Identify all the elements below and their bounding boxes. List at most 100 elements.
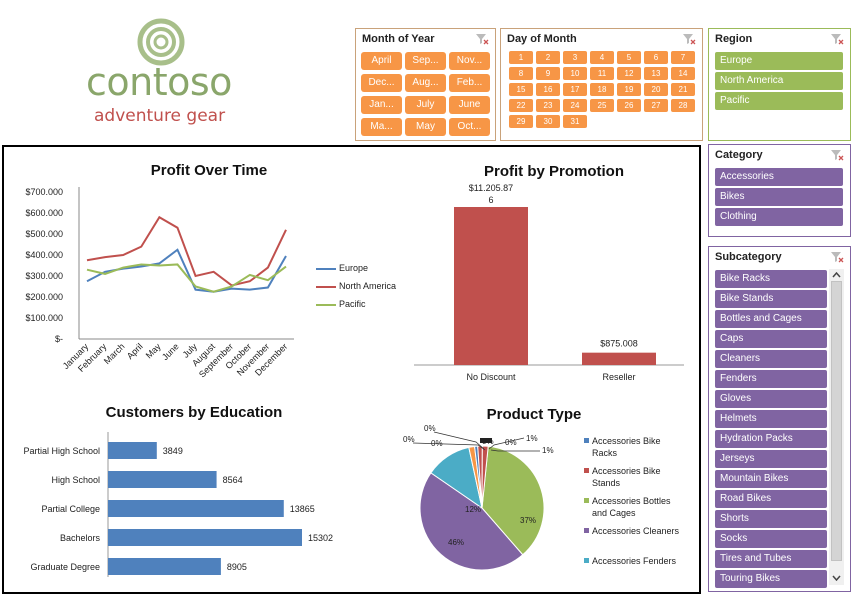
- day-button[interactable]: 3: [563, 51, 587, 64]
- day-button[interactable]: 25: [590, 99, 614, 112]
- category-slicer: Category Accessories Bikes Clothing: [708, 144, 851, 237]
- day-button[interactable]: 7: [671, 51, 695, 64]
- month-button[interactable]: Aug...: [405, 74, 446, 92]
- subcategory-button[interactable]: Road Bikes: [715, 490, 827, 508]
- category-label: Partial High School: [23, 446, 100, 456]
- day-of-month-slicer: Day of Month 1 2 3 4 5 6 7 8 9 10 11 12 13 14 15 16 17 18…: [500, 28, 703, 141]
- day-button[interactable]: 20: [644, 83, 668, 96]
- month-button[interactable]: Oct...: [449, 118, 490, 136]
- subcategory-button[interactable]: Bike Racks: [715, 270, 827, 288]
- day-button[interactable]: 18: [590, 83, 614, 96]
- pie-data-label: 46%: [448, 538, 464, 547]
- day-button[interactable]: 10: [563, 67, 587, 80]
- day-button[interactable]: 13: [644, 67, 668, 80]
- month-button[interactable]: Feb...: [449, 74, 490, 92]
- clear-filter-icon[interactable]: [830, 251, 844, 263]
- month-button[interactable]: Sep...: [405, 52, 446, 70]
- day-button[interactable]: 11: [590, 67, 614, 80]
- day-button[interactable]: 14: [671, 67, 695, 80]
- subcategory-button[interactable]: Helmets: [715, 410, 827, 428]
- subcategory-button[interactable]: Fenders: [715, 370, 827, 388]
- category-button[interactable]: Accessories: [715, 168, 843, 186]
- y-tick-label: $-: [55, 334, 63, 344]
- clear-filter-icon[interactable]: [682, 33, 696, 45]
- category-button[interactable]: Bikes: [715, 188, 843, 206]
- subcategory-button[interactable]: Touring Bikes: [715, 570, 827, 588]
- month-button[interactable]: April: [361, 52, 402, 70]
- logo-swirl-icon: [137, 18, 185, 66]
- month-button[interactable]: June: [449, 96, 490, 114]
- category-label: High School: [51, 475, 100, 485]
- legend-swatch: [584, 438, 589, 443]
- value-label: 8905: [227, 562, 247, 572]
- legend-label: Pacific: [339, 299, 366, 309]
- legend-label: Accessories Bottles and Cages: [592, 496, 671, 518]
- month-button[interactable]: Dec...: [361, 74, 402, 92]
- day-button[interactable]: 1: [509, 51, 533, 64]
- day-button[interactable]: 29: [509, 115, 533, 128]
- x-tick-label: April: [125, 341, 145, 361]
- day-button[interactable]: 6: [644, 51, 668, 64]
- education-bar: [108, 529, 302, 546]
- day-button[interactable]: 9: [536, 67, 560, 80]
- product-type-chart: 37%46%12%0%0%0%0%0%1%1%: [403, 424, 554, 571]
- subcategory-button[interactable]: Caps: [715, 330, 827, 348]
- day-button[interactable]: 23: [536, 99, 560, 112]
- day-button[interactable]: 2: [536, 51, 560, 64]
- month-button[interactable]: Nov...: [449, 52, 490, 70]
- day-button[interactable]: 21: [671, 83, 695, 96]
- month-of-year-slicer: Month of Year April Sep... Nov... Dec... Aug…: [355, 28, 496, 141]
- subcategory-button[interactable]: Tires and Tubes: [715, 550, 827, 568]
- day-button[interactable]: 15: [509, 83, 533, 96]
- day-button[interactable]: 16: [536, 83, 560, 96]
- region-button[interactable]: Pacific: [715, 92, 843, 110]
- subcategory-button[interactable]: Bottles and Cages: [715, 310, 827, 328]
- day-button[interactable]: 4: [590, 51, 614, 64]
- y-tick-label: $400.000: [25, 250, 63, 260]
- clear-filter-icon[interactable]: [830, 33, 844, 45]
- region-button[interactable]: Europe: [715, 52, 843, 70]
- slicer-title: Day of Month: [507, 33, 577, 45]
- education-bar: [108, 558, 221, 575]
- month-button[interactable]: July: [405, 96, 446, 114]
- day-button[interactable]: 5: [617, 51, 641, 64]
- day-button[interactable]: 28: [671, 99, 695, 112]
- promotion-bar: [582, 352, 656, 365]
- clear-filter-icon[interactable]: [830, 149, 844, 161]
- clear-filter-icon[interactable]: [475, 33, 489, 45]
- legend-label: Accessories Bike Stands: [592, 466, 661, 488]
- day-button[interactable]: 8: [509, 67, 533, 80]
- subcategory-scrollbar[interactable]: [829, 269, 844, 585]
- day-button[interactable]: 24: [563, 99, 587, 112]
- day-button[interactable]: 12: [617, 67, 641, 80]
- month-button[interactable]: Ma...: [361, 118, 402, 136]
- category-button[interactable]: Clothing: [715, 208, 843, 226]
- month-button[interactable]: Jan...: [361, 96, 402, 114]
- day-button[interactable]: 19: [617, 83, 641, 96]
- day-button[interactable]: 22: [509, 99, 533, 112]
- subcategory-button[interactable]: Shorts: [715, 510, 827, 528]
- day-button[interactable]: 31: [563, 115, 587, 128]
- subcategory-button[interactable]: Mountain Bikes: [715, 470, 827, 488]
- pie-data-label: 1%: [526, 434, 538, 443]
- subcategory-button[interactable]: Gloves: [715, 390, 827, 408]
- day-button[interactable]: 27: [644, 99, 668, 112]
- day-button[interactable]: 26: [617, 99, 641, 112]
- slicer-title: Category: [715, 149, 763, 161]
- legend-swatch: [584, 558, 589, 563]
- subcategory-button[interactable]: Cleaners: [715, 350, 827, 368]
- month-button[interactable]: May: [405, 118, 446, 136]
- pie-slice: [481, 445, 489, 509]
- legend-label: Accessories Fenders: [592, 556, 677, 566]
- subcategory-button[interactable]: Socks: [715, 530, 827, 548]
- scroll-down-icon[interactable]: [832, 575, 841, 581]
- region-button[interactable]: North America: [715, 72, 843, 90]
- legend-entry: Accessories Fenders: [584, 555, 684, 567]
- scroll-up-icon[interactable]: [832, 272, 841, 278]
- subcategory-button[interactable]: Jerseys: [715, 450, 827, 468]
- subcategory-button[interactable]: Bike Stands: [715, 290, 827, 308]
- day-button[interactable]: 17: [563, 83, 587, 96]
- day-button[interactable]: 30: [536, 115, 560, 128]
- scroll-thumb[interactable]: [831, 281, 842, 561]
- subcategory-button[interactable]: Hydration Packs: [715, 430, 827, 448]
